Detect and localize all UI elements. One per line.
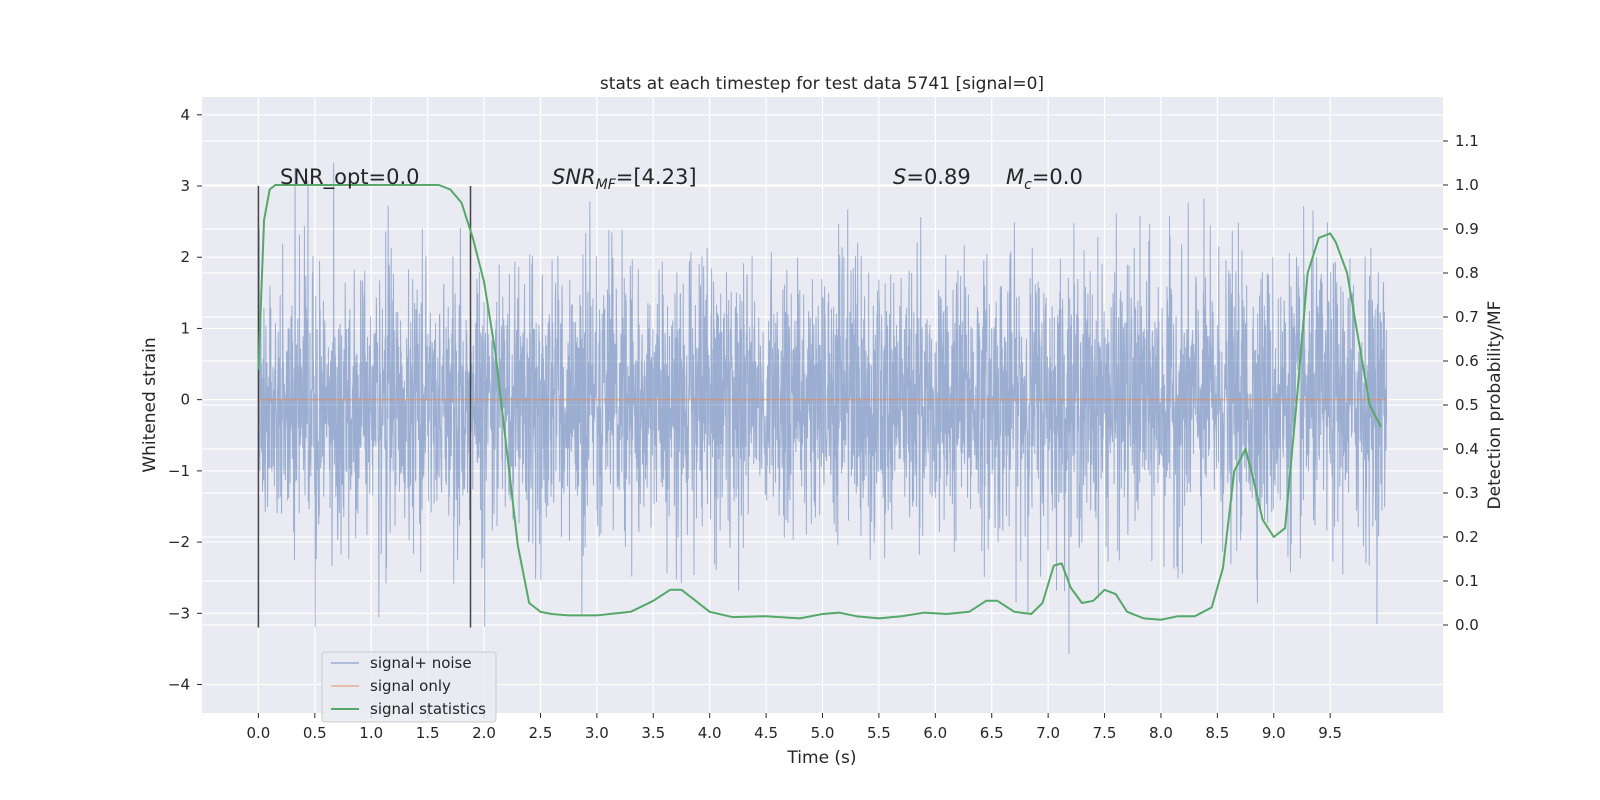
y-axis-label: Whitened strain bbox=[140, 337, 160, 472]
y-tick-label: 4 bbox=[180, 106, 190, 124]
annotation-s-value: =0.89 bbox=[906, 165, 970, 189]
signal-statistics-line bbox=[257, 184, 1382, 621]
x-tick-label: 4.5 bbox=[754, 724, 778, 742]
x-axis-label: Time (s) bbox=[786, 748, 856, 768]
vertical-markers bbox=[257, 186, 472, 628]
x-tick-label: 6.5 bbox=[980, 724, 1004, 742]
y2-tick-label: 0.9 bbox=[1455, 220, 1479, 238]
y2-tick-label: 0.1 bbox=[1455, 572, 1479, 590]
signal-noise-series bbox=[257, 162, 1388, 654]
legend-label-signal-only: signal only bbox=[370, 677, 451, 695]
y-tick-label: 0 bbox=[180, 391, 190, 409]
legend: signal+ noise signal only signal statist… bbox=[321, 651, 497, 723]
y2-tick-label: 0.8 bbox=[1455, 264, 1479, 282]
y2-tick-label: 0.5 bbox=[1455, 396, 1479, 414]
x-tick-label: 1.5 bbox=[416, 724, 440, 742]
annotation-mc-main: M bbox=[1006, 165, 1024, 189]
x-tick-label: 5.0 bbox=[811, 724, 835, 742]
x-tick-label: 9.0 bbox=[1262, 724, 1286, 742]
legend-label-signal-statistics: signal statistics bbox=[370, 700, 486, 718]
annotation-s: S=0.89 bbox=[893, 165, 971, 189]
y2-tick-label: 0.4 bbox=[1455, 440, 1479, 458]
x-tick-label: 3.5 bbox=[641, 724, 665, 742]
annotation-mc-value: =0.0 bbox=[1032, 165, 1083, 189]
x-tick-label: 8.0 bbox=[1149, 724, 1173, 742]
y2-tick-label: 0.2 bbox=[1455, 528, 1479, 546]
annotation-snr-opt: SNR_opt=0.0 bbox=[280, 165, 420, 190]
annotation-mc-sub: c bbox=[1024, 177, 1032, 193]
y-tick-label: 3 bbox=[180, 177, 190, 195]
x-tick-label: 8.5 bbox=[1205, 724, 1229, 742]
x-tick-label: 7.0 bbox=[1036, 724, 1060, 742]
annotation-snr-mf-main: SNR bbox=[552, 165, 596, 189]
signal-statistics-series bbox=[257, 184, 1382, 621]
legend-box bbox=[321, 651, 497, 723]
x-tick-label: 4.0 bbox=[698, 724, 722, 742]
y-tick-label: −2 bbox=[168, 533, 190, 551]
y-tick-label: 1 bbox=[180, 319, 190, 337]
x-tick-label: 2.0 bbox=[472, 724, 496, 742]
y-tick-label: −1 bbox=[168, 462, 190, 480]
annotation-snr-mf-value: =[4.23] bbox=[616, 165, 697, 189]
y2-tick-label: 1.0 bbox=[1455, 176, 1479, 194]
y-tick-label: −3 bbox=[168, 604, 190, 622]
y-tick-label: 2 bbox=[180, 248, 190, 266]
x-tick-label: 9.5 bbox=[1318, 724, 1342, 742]
y2-tick-label: 0.0 bbox=[1455, 616, 1479, 634]
annotation-snr-mf-sub: MF bbox=[596, 177, 617, 193]
legend-label-signal-noise: signal+ noise bbox=[370, 654, 472, 672]
y2-tick-label: 0.7 bbox=[1455, 308, 1479, 326]
x-tick-label: 5.5 bbox=[867, 724, 891, 742]
y2-tick-label: 0.3 bbox=[1455, 484, 1479, 502]
y2-tick-label: 0.6 bbox=[1455, 352, 1479, 370]
chart-title: stats at each timestep for test data 574… bbox=[600, 74, 1044, 94]
axis-ticks: 0.0 0.5 1.0 1.5 2.0 2.5 3.0 3.5 4.0 4.5 5.0 5.5 6.0 6… bbox=[168, 106, 1479, 742]
x-tick-label: 7.5 bbox=[1093, 724, 1117, 742]
annotation-snr-mf: SNRMF=[4.23] bbox=[552, 165, 697, 193]
y2-tick-label: 1.1 bbox=[1455, 132, 1479, 150]
annotation-mc: Mc=0.0 bbox=[1006, 165, 1083, 193]
x-tick-label: 2.5 bbox=[529, 724, 553, 742]
signal-noise-line bbox=[257, 162, 1388, 654]
x-tick-label: 0.0 bbox=[246, 724, 270, 742]
y-tick-label: −4 bbox=[168, 676, 190, 694]
x-tick-label: 6.0 bbox=[923, 724, 947, 742]
x-tick-label: 1.0 bbox=[359, 724, 383, 742]
y2-axis-label: Detection probability/MF bbox=[1485, 301, 1505, 510]
x-tick-label: 3.0 bbox=[585, 724, 609, 742]
annotation-s-main: S bbox=[893, 165, 906, 189]
x-tick-label: 0.5 bbox=[303, 724, 327, 742]
